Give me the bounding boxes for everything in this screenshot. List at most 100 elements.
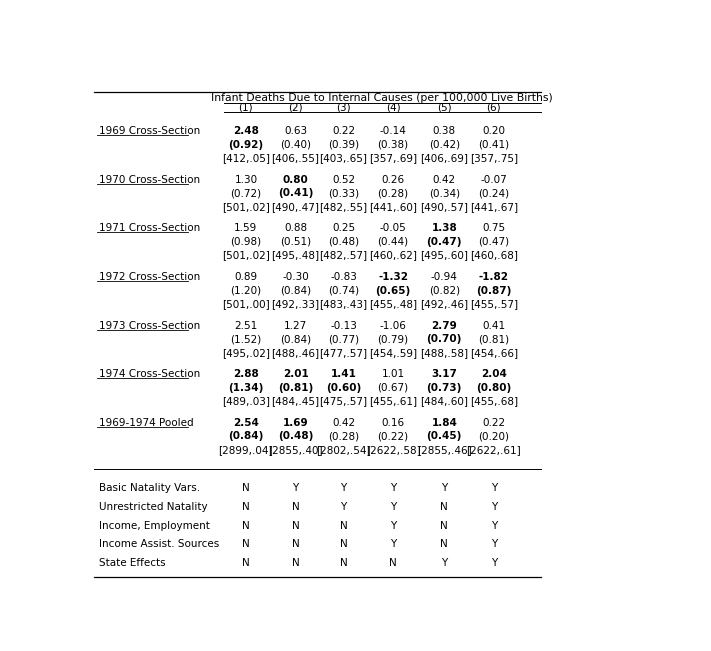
Text: (4): (4) — [386, 103, 400, 113]
Text: [490,.57]: [490,.57] — [420, 202, 469, 212]
Text: N: N — [340, 558, 348, 568]
Text: (0.47): (0.47) — [427, 237, 462, 247]
Text: (0.47): (0.47) — [479, 237, 510, 247]
Text: [2899,.04]: [2899,.04] — [218, 445, 273, 455]
Text: [455,.61]: [455,.61] — [369, 396, 417, 406]
Text: [482,.55]: [482,.55] — [319, 202, 368, 212]
Text: (0.40): (0.40) — [280, 140, 311, 150]
Text: [483,.43]: [483,.43] — [319, 299, 368, 309]
Text: (0.41): (0.41) — [278, 188, 314, 199]
Text: (0.28): (0.28) — [378, 188, 409, 199]
Text: (0.48): (0.48) — [278, 431, 314, 441]
Text: [406,.55]: [406,.55] — [272, 154, 319, 163]
Text: [460,.68]: [460,.68] — [470, 251, 518, 260]
Text: [441,.60]: [441,.60] — [369, 202, 417, 212]
Text: [2855,.40]: [2855,.40] — [268, 445, 323, 455]
Text: -0.07: -0.07 — [481, 175, 507, 185]
Text: N: N — [340, 539, 348, 549]
Text: Y: Y — [441, 484, 447, 493]
Text: N: N — [242, 502, 250, 512]
Text: 1.30: 1.30 — [235, 175, 257, 185]
Text: Unrestricted Natality: Unrestricted Natality — [99, 502, 208, 512]
Text: N: N — [440, 502, 448, 512]
Text: Infant Deaths Due to Internal Causes (per 100,000 Live Births): Infant Deaths Due to Internal Causes (pe… — [211, 92, 553, 103]
Text: 0.42: 0.42 — [332, 418, 355, 428]
Text: [484,.45]: [484,.45] — [272, 396, 319, 406]
Text: [495,.02]: [495,.02] — [222, 348, 270, 357]
Text: Y: Y — [292, 484, 299, 493]
Text: [2855,.46]: [2855,.46] — [417, 445, 471, 455]
Text: 0.63: 0.63 — [284, 126, 307, 136]
Text: N: N — [292, 539, 299, 549]
Text: (1.20): (1.20) — [230, 286, 262, 296]
Text: [475,.57]: [475,.57] — [319, 396, 368, 406]
Text: Y: Y — [390, 502, 396, 512]
Text: -1.82: -1.82 — [479, 272, 509, 282]
Text: [489,.03]: [489,.03] — [222, 396, 270, 406]
Text: [455,.48]: [455,.48] — [369, 299, 417, 309]
Text: (0.39): (0.39) — [328, 140, 359, 150]
Text: (0.82): (0.82) — [429, 286, 460, 296]
Text: 0.52: 0.52 — [332, 175, 355, 185]
Text: State Effects: State Effects — [99, 558, 166, 568]
Text: 0.41: 0.41 — [482, 320, 506, 331]
Text: Y: Y — [491, 484, 497, 493]
Text: 2.48: 2.48 — [233, 126, 259, 136]
Text: (0.51): (0.51) — [280, 237, 311, 247]
Text: (0.74): (0.74) — [328, 286, 359, 296]
Text: [412,.05]: [412,.05] — [222, 154, 270, 163]
Text: 0.22: 0.22 — [482, 418, 506, 428]
Text: [357,.75]: [357,.75] — [470, 154, 518, 163]
Text: 1969 Cross-Section: 1969 Cross-Section — [99, 126, 200, 136]
Text: [454,.59]: [454,.59] — [369, 348, 417, 357]
Text: -0.94: -0.94 — [431, 272, 458, 282]
Text: -0.13: -0.13 — [330, 320, 357, 331]
Text: 3.17: 3.17 — [432, 369, 457, 379]
Text: [455,.57]: [455,.57] — [470, 299, 518, 309]
Text: (0.65): (0.65) — [375, 286, 411, 296]
Text: 1970 Cross-Section: 1970 Cross-Section — [99, 175, 200, 185]
Text: (1): (1) — [239, 103, 253, 113]
Text: (0.20): (0.20) — [479, 431, 509, 441]
Text: Y: Y — [441, 558, 447, 568]
Text: N: N — [440, 539, 448, 549]
Text: [492,.46]: [492,.46] — [420, 299, 469, 309]
Text: [2622,.61]: [2622,.61] — [466, 445, 521, 455]
Text: (0.44): (0.44) — [378, 237, 409, 247]
Text: 0.26: 0.26 — [382, 175, 405, 185]
Text: [495,.60]: [495,.60] — [420, 251, 469, 260]
Text: (0.73): (0.73) — [427, 383, 462, 393]
Text: (0.34): (0.34) — [429, 188, 460, 199]
Text: [477,.57]: [477,.57] — [319, 348, 368, 357]
Text: [488,.58]: [488,.58] — [420, 348, 469, 357]
Text: [406,.69]: [406,.69] — [420, 154, 469, 163]
Text: 0.88: 0.88 — [284, 223, 307, 234]
Text: (2): (2) — [288, 103, 303, 113]
Text: (0.84): (0.84) — [280, 286, 311, 296]
Text: 1972 Cross-Section: 1972 Cross-Section — [99, 272, 200, 282]
Text: [460,.62]: [460,.62] — [369, 251, 417, 260]
Text: (0.80): (0.80) — [476, 383, 511, 393]
Text: -0.05: -0.05 — [380, 223, 407, 234]
Text: (0.84): (0.84) — [228, 431, 264, 441]
Text: N: N — [292, 502, 299, 512]
Text: -0.83: -0.83 — [330, 272, 357, 282]
Text: (3): (3) — [336, 103, 351, 113]
Text: [501,.02]: [501,.02] — [222, 251, 270, 260]
Text: 1.38: 1.38 — [432, 223, 457, 234]
Text: (0.81): (0.81) — [278, 383, 313, 393]
Text: (0.81): (0.81) — [479, 334, 510, 344]
Text: [501,.00]: [501,.00] — [222, 299, 269, 309]
Text: 1.41: 1.41 — [331, 369, 356, 379]
Text: [403,.65]: [403,.65] — [319, 154, 368, 163]
Text: Y: Y — [341, 502, 346, 512]
Text: 1971 Cross-Section: 1971 Cross-Section — [99, 223, 200, 234]
Text: (0.22): (0.22) — [378, 431, 409, 441]
Text: -0.30: -0.30 — [282, 272, 309, 282]
Text: (0.92): (0.92) — [228, 140, 264, 150]
Text: -1.32: -1.32 — [378, 272, 408, 282]
Text: N: N — [242, 484, 250, 493]
Text: [484,.60]: [484,.60] — [420, 396, 469, 406]
Text: (0.45): (0.45) — [427, 431, 462, 441]
Text: N: N — [242, 539, 250, 549]
